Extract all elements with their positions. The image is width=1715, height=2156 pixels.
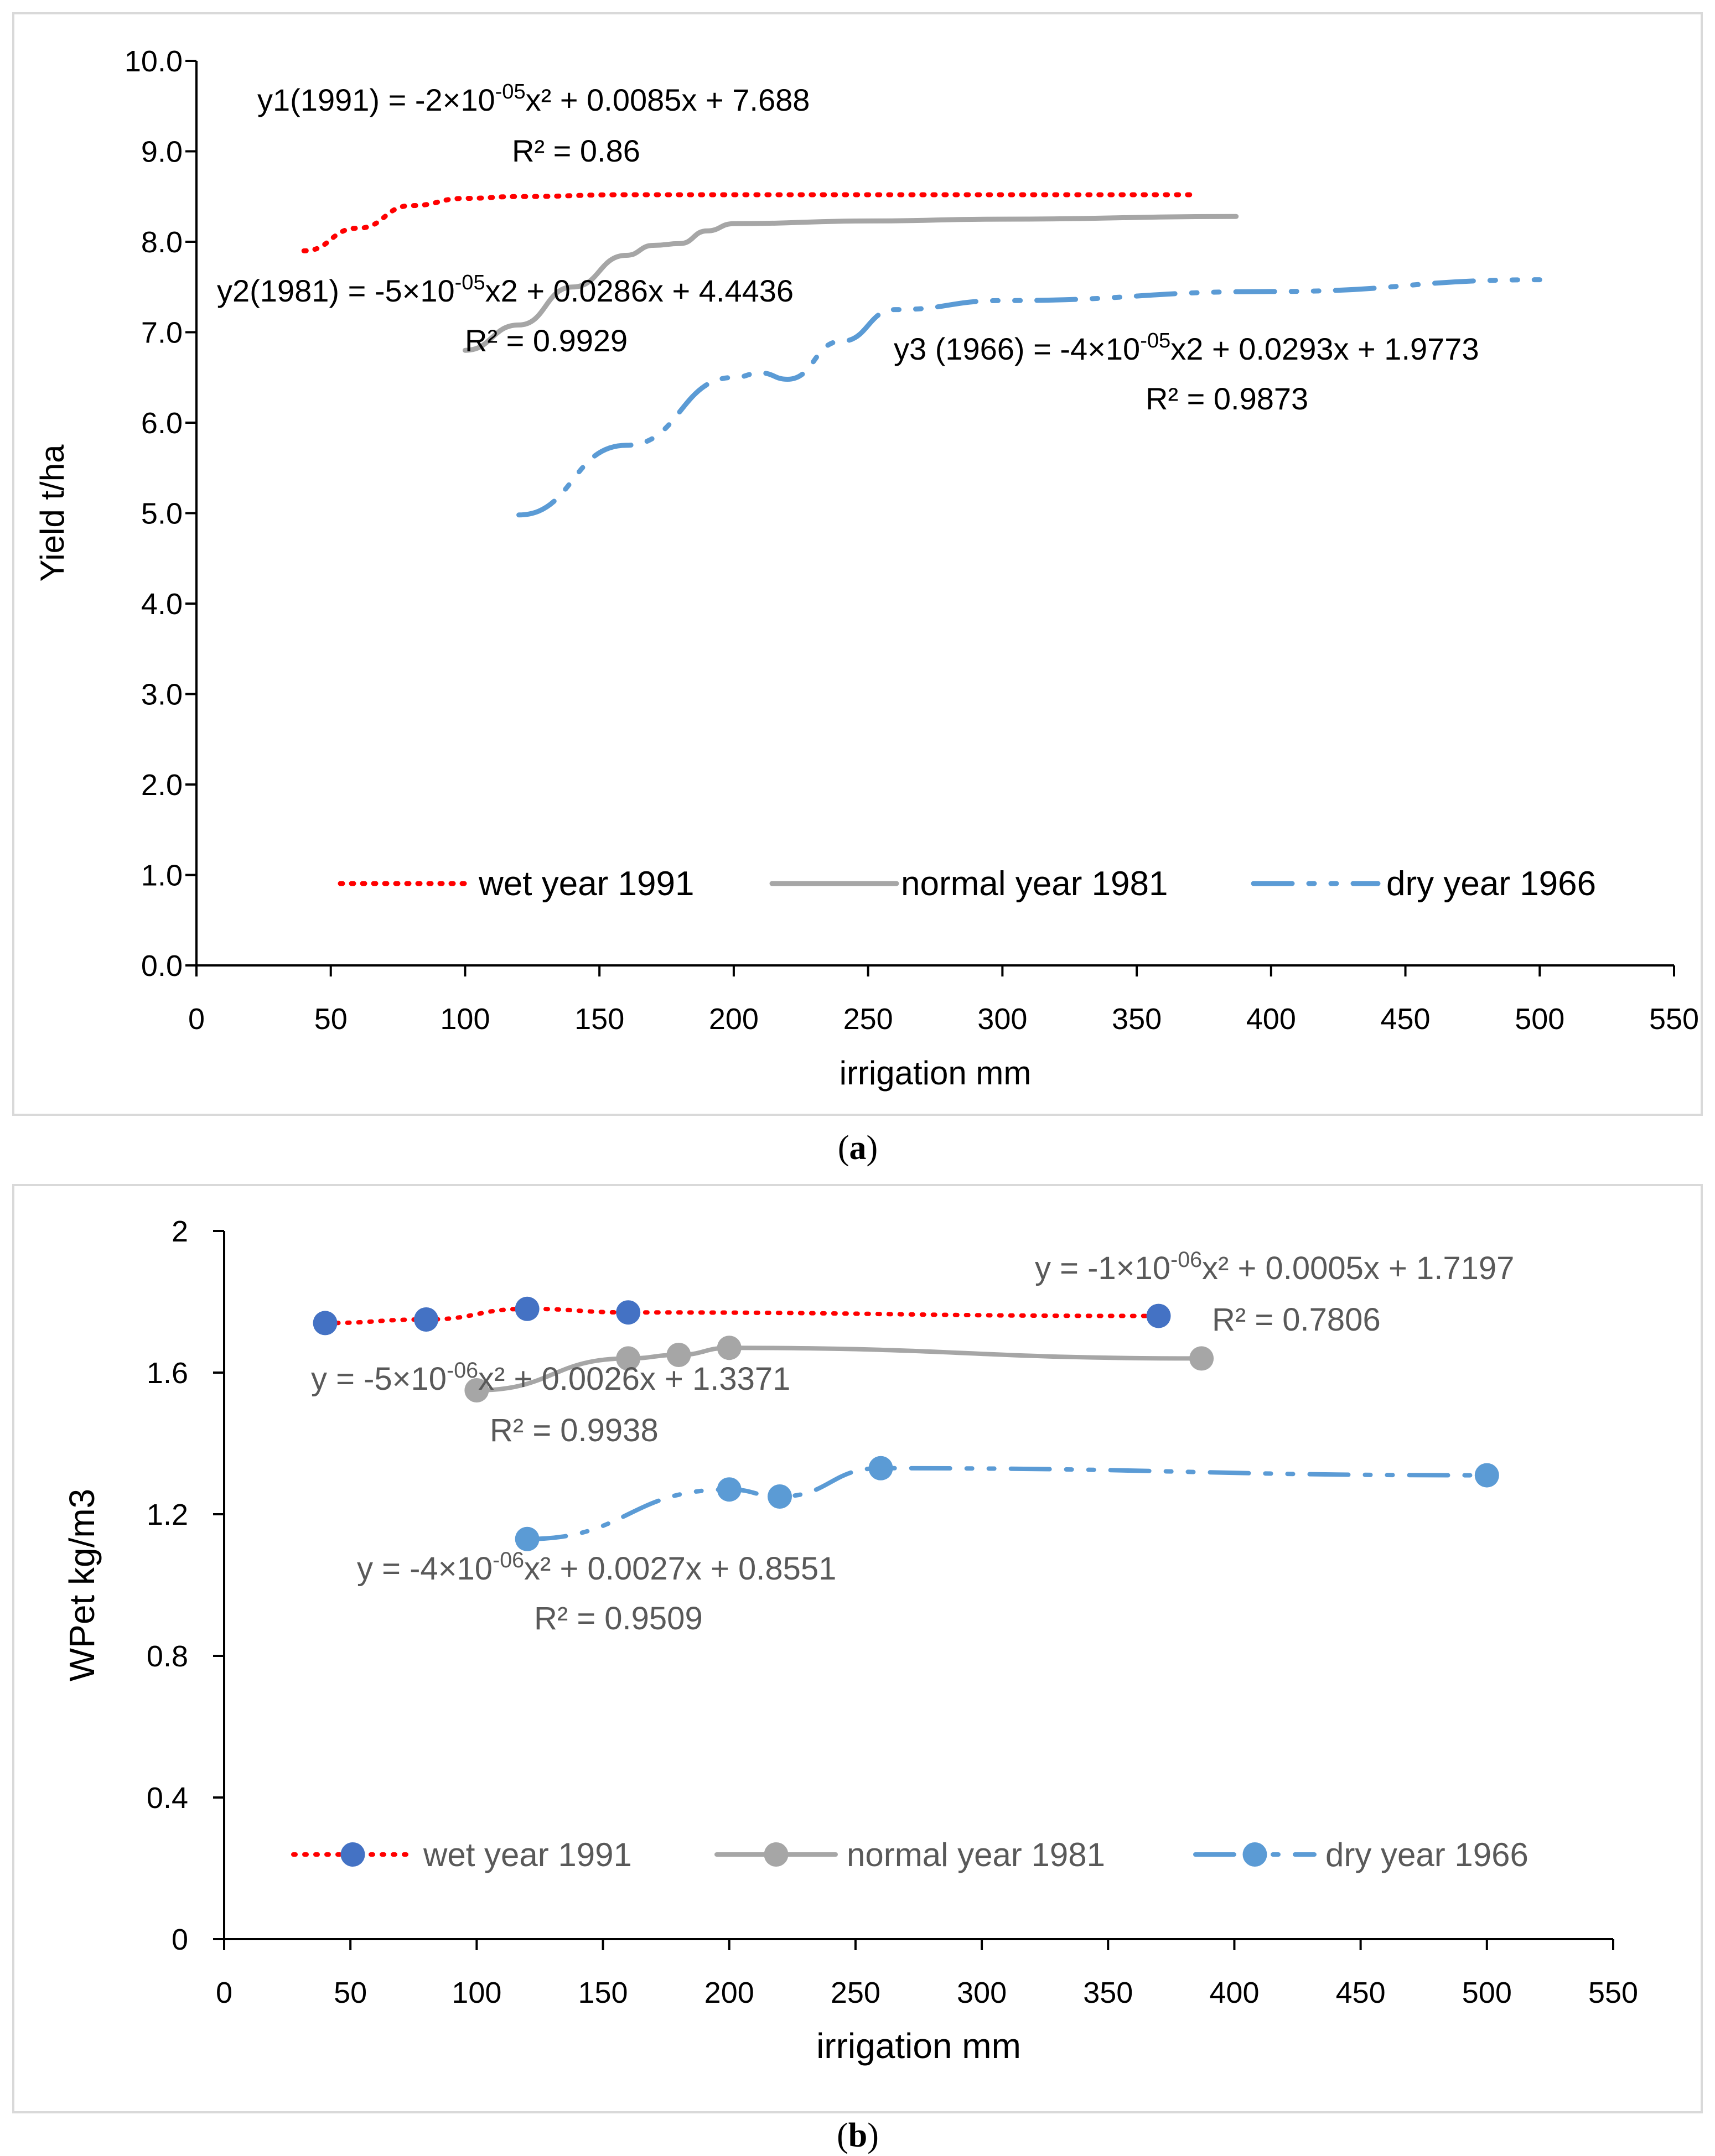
trendline-r-squared: R² = 0.86 (512, 133, 640, 168)
x-tick-label: 200 (704, 1976, 754, 2009)
data-point-wet (1146, 1303, 1171, 1328)
y-tick-label: 1.0 (141, 859, 183, 892)
y-tick-label: 2 (172, 1215, 188, 1248)
x-tick-label: 50 (314, 1002, 348, 1036)
legend-marker (764, 1842, 789, 1867)
chart-a: 0 50 100 150 200 250 300 350 400 450 500 550 0.0 1.0 2… (34, 45, 1699, 1092)
data-point-normal (717, 1336, 742, 1360)
y-tick-label: 6.0 (141, 407, 183, 440)
legend-label: wet year 1991 (478, 865, 694, 903)
x-tick-label: 150 (574, 1002, 624, 1036)
x-tick-label: 350 (1112, 1002, 1162, 1036)
y-tick-label: 0 (172, 1923, 188, 1956)
x-axis-title: irrigation mm (840, 1054, 1032, 1092)
x-tick-label: 400 (1246, 1002, 1296, 1036)
chart-b-frame (12, 1184, 1703, 2113)
x-tick-label: 250 (843, 1002, 893, 1036)
y-tick-label: 10.0 (125, 45, 183, 78)
trendline-r-squared: R² = 0.9938 (490, 1412, 659, 1448)
y-tick-label: 5.0 (141, 497, 183, 531)
series-line-normal (474, 1345, 1204, 1393)
legend-marker (340, 1842, 365, 1867)
data-point-wet (616, 1300, 641, 1325)
x-tick-label: 150 (578, 1976, 628, 2009)
trendline-equation: y = -1×10-06x² + 0.0005x + 1.7197 (1035, 1248, 1514, 1286)
data-point-normal (666, 1343, 691, 1367)
y-tick-label: 0.8 (147, 1640, 188, 1673)
trendline-equation: y = -4×10-06x² + 0.0027x + 0.8551 (357, 1548, 836, 1587)
x-tick-label: 500 (1515, 1002, 1564, 1036)
trendline-equation: y2(1981) = -5×10-05x2 + 0.0286x + 4.4436 (217, 271, 794, 308)
series-line-wet (323, 1306, 1161, 1326)
x-tick-label: 100 (440, 1002, 490, 1036)
x-tick-label: 50 (334, 1976, 367, 2009)
series-line-normal (462, 214, 1239, 353)
y-tick-label: 9.0 (141, 136, 183, 169)
trendline-r-squared: R² = 0.9873 (1146, 381, 1308, 416)
y-tick-label: 0.4 (147, 1781, 188, 1815)
data-point-dry (768, 1484, 792, 1509)
x-tick-label: 0 (188, 1002, 205, 1036)
trendline-r-squared: R² = 0.9509 (534, 1601, 703, 1637)
y-tick-label: 2.0 (141, 768, 183, 802)
x-tick-label: 0 (216, 1976, 232, 2009)
trendline-r-squared: R² = 0.7806 (1212, 1302, 1381, 1338)
y-tick-label: 8.0 (141, 226, 183, 259)
data-point-normal (464, 1378, 489, 1402)
data-point-normal (1189, 1346, 1214, 1371)
x-tick-label: 500 (1462, 1976, 1512, 2009)
x-axis-title: irrigation mm (816, 2026, 1021, 2066)
chart-b: 0 50 100 150 200 250 300 350 400 450 500 550 0 0.4 0.8… (62, 1215, 1638, 2066)
legend-marker (1242, 1842, 1267, 1867)
y-tick-label: 3.0 (141, 678, 183, 711)
x-tick-label: 300 (977, 1002, 1027, 1036)
y-axis-title: Yield t/ha (34, 444, 71, 582)
legend-label: normal year 1981 (847, 1836, 1105, 1873)
trendline-r-squared: R² = 0.9929 (465, 323, 628, 358)
caption-b-letter: b (848, 2117, 868, 2154)
data-point-wet (313, 1311, 338, 1336)
caption-a: (a) (837, 1129, 878, 1167)
legend-label: wet year 1991 (423, 1836, 632, 1873)
data-point-dry (717, 1477, 742, 1502)
trendline-equation: y = -5×10-06x² + 0.0026x + 1.3371 (311, 1358, 790, 1397)
data-point-dry (1474, 1463, 1499, 1488)
x-tick-label: 350 (1083, 1976, 1133, 2009)
x-tick-label: 250 (831, 1976, 880, 2009)
y-tick-label: 1.2 (147, 1498, 188, 1531)
y-tick-label: 0.0 (141, 949, 183, 983)
series-line-dry (525, 1466, 1489, 1541)
caption-b: (b) (837, 2117, 879, 2154)
data-point-wet (515, 1296, 540, 1321)
x-tick-label: 550 (1588, 1976, 1638, 2009)
series-line-dry (516, 277, 1542, 518)
x-tick-label: 450 (1380, 1002, 1430, 1036)
legend-label: normal year 1981 (901, 865, 1168, 903)
data-point-normal (616, 1346, 641, 1371)
x-tick-label: 300 (957, 1976, 1007, 2009)
legend-label: dry year 1966 (1325, 1836, 1529, 1873)
y-tick-label: 7.0 (141, 316, 183, 350)
data-point-wet (414, 1307, 439, 1332)
y-axis-title: WPet kg/m3 (62, 1489, 102, 1682)
y-tick-label: 1.6 (147, 1357, 188, 1390)
data-point-dry (515, 1526, 540, 1551)
data-point-dry (868, 1456, 893, 1480)
x-tick-label: 450 (1336, 1976, 1386, 2009)
x-tick-label: 550 (1649, 1002, 1699, 1036)
trendline-equation: y3 (1966) = -4×10-05x2 + 0.0293x + 1.977… (894, 329, 1479, 366)
x-tick-label: 400 (1209, 1976, 1259, 2009)
x-tick-label: 200 (709, 1002, 759, 1036)
trendline-equation: y1(1991) = -2×10-05x² + 0.0085x + 7.688 (257, 80, 810, 117)
y-tick-label: 4.0 (141, 588, 183, 621)
caption-a-letter: a (849, 1129, 867, 1167)
legend-label: dry year 1966 (1386, 865, 1596, 903)
x-tick-label: 100 (452, 1976, 501, 2009)
